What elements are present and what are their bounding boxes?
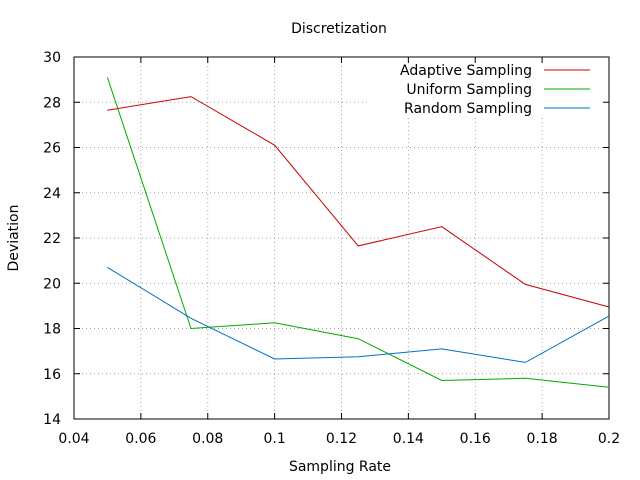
legend-label: Adaptive Sampling bbox=[400, 63, 532, 79]
y-tick-label: 20 bbox=[43, 276, 61, 292]
y-tick-label: 24 bbox=[43, 186, 61, 202]
x-tick-label: 0.2 bbox=[598, 431, 620, 447]
axis-ticks: 0.04 0.06 0.08 0.1 0.12 0.14 0.16 0.18 0.2 14 16 18… bbox=[43, 50, 620, 447]
y-tick-label: 26 bbox=[43, 141, 61, 157]
series-line bbox=[107, 266, 610, 363]
y-axis-label: Deviation bbox=[6, 205, 22, 272]
x-tick-label: 0.14 bbox=[393, 431, 424, 447]
series-lines bbox=[106, 77, 610, 388]
x-tick-label: 0.04 bbox=[58, 431, 89, 447]
x-tick-label: 0.06 bbox=[125, 431, 156, 447]
x-axis-label: Sampling Rate bbox=[289, 459, 391, 475]
legend: Adaptive Sampling Uniform Sampling Random … bbox=[400, 63, 590, 117]
x-tick-label: 0.18 bbox=[527, 431, 558, 447]
legend-label: Uniform Sampling bbox=[406, 82, 532, 98]
series-line bbox=[106, 77, 610, 388]
y-tick-label: 14 bbox=[43, 412, 61, 428]
grid bbox=[74, 57, 609, 419]
y-tick-label: 28 bbox=[43, 95, 61, 111]
series-line bbox=[107, 96, 610, 308]
x-tick-label: 0.12 bbox=[326, 431, 357, 447]
x-tick-label: 0.1 bbox=[263, 431, 285, 447]
y-tick-label: 18 bbox=[43, 322, 61, 338]
y-tick-label: 16 bbox=[43, 367, 61, 383]
x-tick-label: 0.16 bbox=[460, 431, 491, 447]
y-tick-label: 22 bbox=[43, 231, 61, 247]
x-tick-label: 0.08 bbox=[192, 431, 223, 447]
y-tick-label: 30 bbox=[43, 50, 61, 66]
legend-label: Random Sampling bbox=[404, 101, 532, 117]
chart-title: Discretization bbox=[291, 21, 387, 37]
